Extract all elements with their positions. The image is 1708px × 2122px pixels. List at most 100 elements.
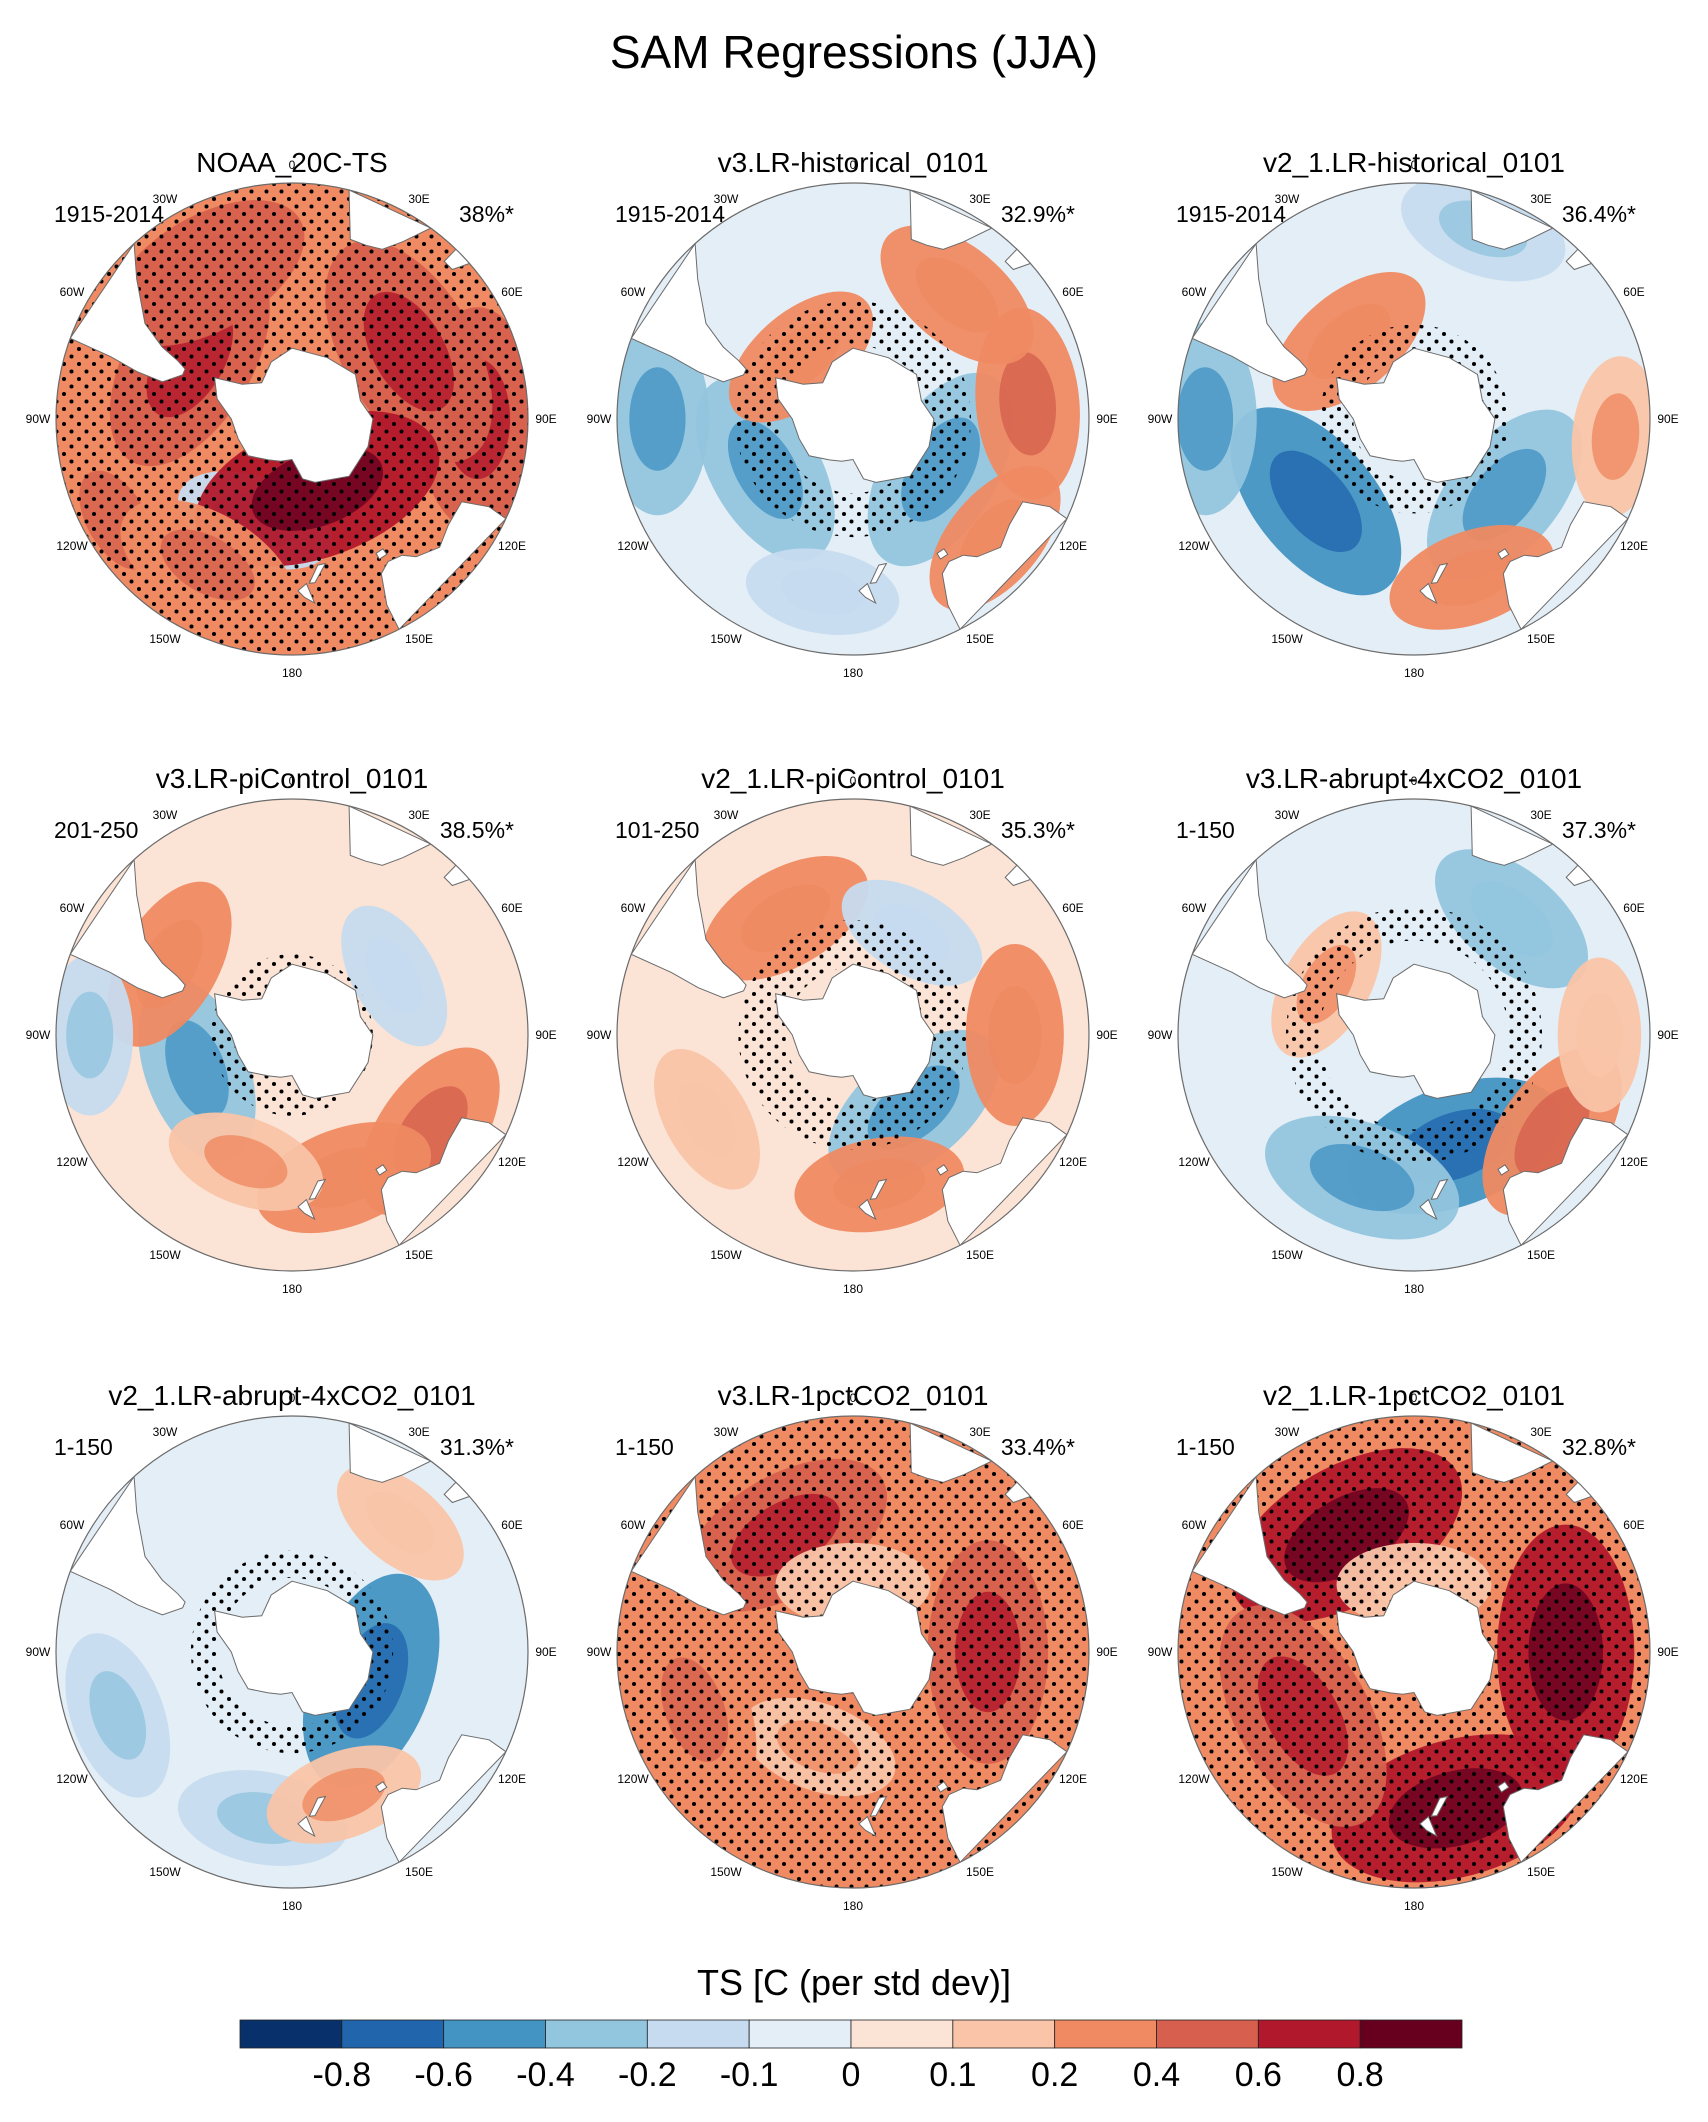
longitude-label: 90E xyxy=(1096,1645,1117,1659)
panel-period: 1915-2014 xyxy=(615,201,725,227)
colorbar-tick-label: -0.6 xyxy=(414,2056,473,2094)
landmass-nzS xyxy=(308,1795,327,1817)
longitude-label: 60E xyxy=(1062,1518,1083,1532)
longitude-label: 150W xyxy=(149,1248,181,1262)
colorbar-box xyxy=(850,2019,954,2049)
longitude-label: 90W xyxy=(587,412,612,426)
longitude-label: 0 xyxy=(850,1391,857,1405)
longitude-label: 90E xyxy=(1096,412,1117,426)
landmass-antarctica xyxy=(214,347,374,483)
longitude-label: 120W xyxy=(56,1155,88,1169)
colorbar-box xyxy=(1359,2019,1463,2049)
longitude-label: 180 xyxy=(1404,666,1424,680)
landmass-tasmania xyxy=(936,1164,949,1176)
longitude-label: 60W xyxy=(621,901,646,915)
landmass-samerica xyxy=(69,242,186,383)
landmass-nzS xyxy=(308,562,327,584)
longitude-label: 120W xyxy=(56,539,88,553)
figure-title: SAM Regressions (JJA) xyxy=(610,26,1098,78)
longitude-label: 150E xyxy=(1527,1248,1555,1262)
panel-period: 1-150 xyxy=(54,1434,113,1460)
longitude-label: 90W xyxy=(26,1645,51,1659)
longitude-label: 60W xyxy=(1182,285,1207,299)
panel-variance: 38.5%* xyxy=(440,817,514,843)
longitude-label: 30W xyxy=(153,192,178,206)
landmass-tasmania xyxy=(1497,1164,1510,1176)
longitude-label: 120W xyxy=(1178,539,1210,553)
colorbar-ticks: -0.8 -0.6 -0.4 -0.2 -0.1 0 0.1 0.2 0.4 0.6 0.8 xyxy=(313,2056,1384,2094)
landmass-samerica xyxy=(630,1475,747,1616)
longitude-label: 150E xyxy=(1527,1865,1555,1879)
longitude-label: 120W xyxy=(617,1155,649,1169)
panel-variance: 31.3%* xyxy=(440,1434,514,1460)
colorbar-box xyxy=(239,2019,343,2049)
landmass-nzN xyxy=(858,582,877,605)
longitude-label: 150E xyxy=(966,1248,994,1262)
panel-title: v3.LR-abrupt-4xCO2_0101 xyxy=(1246,763,1582,794)
colorbar-tick-label: 0.4 xyxy=(1133,2056,1180,2094)
longitude-label: 90W xyxy=(1148,1028,1173,1042)
longitude-label: 120E xyxy=(1620,1772,1648,1786)
anomaly-core xyxy=(1427,549,1516,606)
landmass-tasmania xyxy=(375,548,388,560)
colorbar-tick-label: 0.1 xyxy=(929,2056,976,2094)
landmass-australia xyxy=(380,501,507,631)
map-field xyxy=(1178,1416,1650,1888)
longitude-label: 30E xyxy=(1530,808,1551,822)
panel-title: v2_1.LR-historical_0101 xyxy=(1263,147,1565,178)
landmass-australia xyxy=(1502,1734,1629,1864)
anomaly-core xyxy=(915,257,999,333)
panel-variance: 33.4%* xyxy=(1001,1434,1075,1460)
longitude-label: 0 xyxy=(1411,774,1418,788)
landmass-antarctica xyxy=(1336,347,1496,483)
colorbar-tick-label: -0.2 xyxy=(618,2056,677,2094)
colorbar-box xyxy=(545,2019,648,2049)
panel-period: 1915-2014 xyxy=(54,201,164,227)
panel-title: v2_1.LR-1pctCO2_0101 xyxy=(1263,1380,1565,1411)
colorbar-tick-label: 0.2 xyxy=(1031,2056,1078,2094)
map-boundary xyxy=(1177,182,1651,656)
longitude-label: 180 xyxy=(1404,1899,1424,1913)
map-field xyxy=(56,799,528,1271)
longitude-label: 150W xyxy=(1271,632,1303,646)
landmass-samerica xyxy=(69,1475,186,1616)
longitude-label: 90W xyxy=(587,1028,612,1042)
map-field xyxy=(1178,183,1650,655)
longitude-label: 60E xyxy=(1062,285,1083,299)
panel-variance: 37.3%* xyxy=(1562,817,1636,843)
map-boundary xyxy=(616,182,1090,656)
landmass-samerica xyxy=(1191,242,1308,383)
longitude-label: 150W xyxy=(710,1865,742,1879)
longitude-label: 60E xyxy=(1062,901,1083,915)
longitude-label: 60E xyxy=(1623,285,1644,299)
landmass-antarctica xyxy=(214,963,374,1099)
anomaly-core xyxy=(781,568,864,616)
map-boundary xyxy=(616,1415,1090,1889)
longitude-label: 90E xyxy=(535,412,556,426)
longitude-label: 150W xyxy=(1271,1865,1303,1879)
longitude-label: 60W xyxy=(60,285,85,299)
panel-variance: 38%* xyxy=(459,201,514,227)
anomaly-core xyxy=(296,1147,391,1208)
longitude-label: 180 xyxy=(282,666,302,680)
longitude-label: 30W xyxy=(714,808,739,822)
map-panel: v3.LR-historical_0101 1915-2014 32.9%* 0 30E… xyxy=(587,147,1118,680)
landmass-antarctica xyxy=(775,963,935,1099)
longitude-label: 150W xyxy=(149,1865,181,1879)
map-boundary xyxy=(616,798,1090,1272)
map-field xyxy=(617,799,1089,1271)
colorbar-box xyxy=(952,2019,1056,2049)
anomaly-core xyxy=(89,1671,147,1760)
panel-variance: 32.9%* xyxy=(1001,201,1075,227)
anomaly-core xyxy=(1514,1086,1590,1178)
longitude-label: 60E xyxy=(501,285,522,299)
longitude-label: 30E xyxy=(408,808,429,822)
longitude-label: 60E xyxy=(501,901,522,915)
panel-variance: 36.4%* xyxy=(1562,201,1636,227)
landmass-antarctica xyxy=(1336,1580,1496,1716)
longitude-label: 90W xyxy=(26,412,51,426)
map-boundary xyxy=(1177,1415,1651,1889)
landmass-tasmania xyxy=(375,1164,388,1176)
longitude-label: 90E xyxy=(1657,1028,1678,1042)
